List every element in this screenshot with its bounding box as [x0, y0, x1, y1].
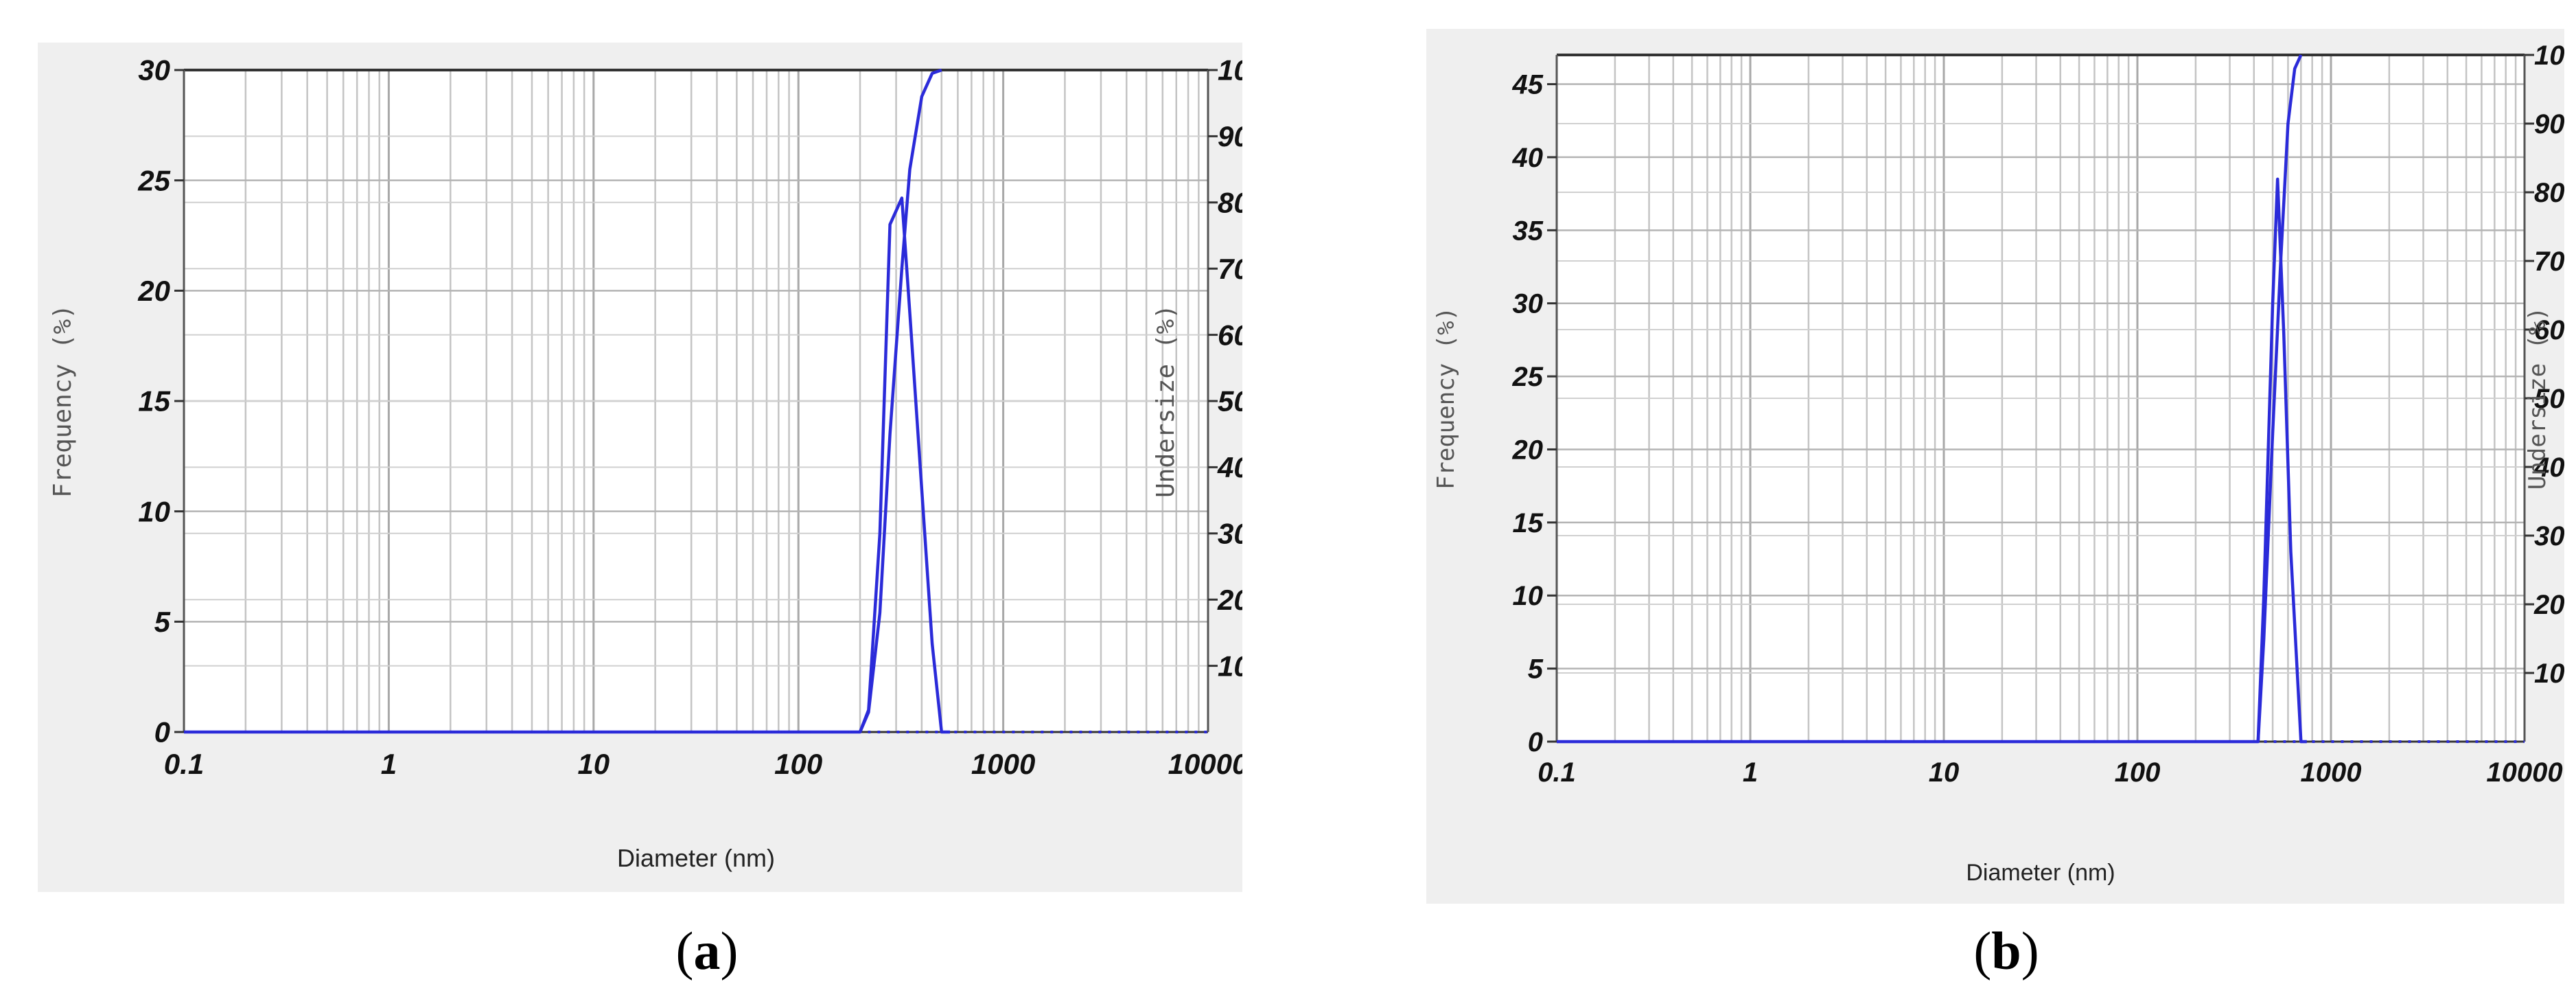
y-tick-label: 25 [1512, 362, 1544, 392]
y2-axis-label: Undersize (%) [1152, 304, 1180, 498]
y2-tick-label: 10 [2534, 659, 2564, 689]
x-tick-label: 0.1 [164, 748, 204, 780]
x-tick-label: 0.1 [1538, 757, 1576, 788]
y2-tick-label: 20 [1217, 584, 1242, 616]
y2-tick-label: 50 [2534, 384, 2564, 414]
y2-tick-label: 50 [1218, 385, 1242, 418]
y2-tick-label: 30 [1218, 518, 1242, 550]
y-tick-label: 30 [1513, 289, 1544, 319]
y-tick-label: 45 [1512, 70, 1544, 100]
y2-axis-label: Undersize (%) [2524, 307, 2551, 490]
caption-b-letter: b [1991, 921, 2021, 981]
y-tick-label: 15 [1513, 508, 1544, 538]
y-tick-label: 20 [1512, 435, 1544, 465]
y2-tick-label: 100 [1218, 54, 1242, 87]
x-tick-label: 100 [2115, 757, 2161, 788]
y-tick-label: 10 [1513, 581, 1544, 611]
frequency-curve [1557, 177, 2307, 744]
y2-tick-label: 10 [1218, 650, 1242, 682]
undersize-curve [2256, 54, 2303, 742]
caption-b: (b) [1973, 921, 2039, 981]
y2-tick-label: 60 [2534, 315, 2564, 345]
y-tick-label: 20 [137, 275, 170, 307]
grid [1555, 54, 2525, 743]
y2-tick-label: 90 [1218, 120, 1242, 152]
x-tick-label: 1000 [971, 748, 1035, 780]
x-tick-label: 10000 [1168, 748, 1242, 780]
y-tick-label: 30 [138, 54, 170, 87]
y2-tick-label: 60 [1218, 319, 1242, 351]
chart-panel-b: 0510152025303540451020304050607080901000… [1426, 29, 2564, 904]
y2-tick-label: 40 [2533, 453, 2564, 483]
y-tick-label: 15 [138, 385, 170, 418]
y-tick-label: 0 [1528, 727, 1543, 757]
x-axis-label: Diameter (nm) [617, 844, 775, 872]
chart-b: 0510152025303540451020304050607080901000… [1432, 41, 2564, 886]
x-tick-label: 1 [381, 748, 397, 780]
y2-tick-label: 70 [2534, 247, 2564, 277]
y2-tick-label: 40 [1217, 451, 1242, 483]
chart-a: 0 5 10 15 20 25 30 10 20 30 40 50 60 70 80 90 100 0.1 1 10 1… [49, 54, 1242, 872]
caption-a: (a) [675, 921, 739, 981]
y2-tick-label: 80 [1218, 187, 1242, 219]
y2-tick-label: 90 [2534, 109, 2564, 139]
x-tick-label: 10 [577, 748, 610, 780]
grid [183, 69, 1208, 733]
y-tick-label: 40 [1512, 143, 1544, 173]
x-tick-label: 1000 [2301, 757, 2362, 788]
chart-panel-a: 0 5 10 15 20 25 30 10 20 30 40 50 60 70 80 90 100 0.1 1 10 1… [38, 43, 1242, 892]
y2-tick-label: 70 [1218, 253, 1242, 285]
y-tick-label: 5 [1528, 654, 1544, 685]
y-axis-label: Frequency (%) [1432, 307, 1460, 490]
y-axis-label: Frequency (%) [49, 304, 77, 498]
y2-tick-label: 80 [2534, 178, 2564, 208]
x-tick-label: 100 [774, 748, 822, 780]
y-tick-label: 35 [1513, 216, 1544, 246]
y2-tick-label: 20 [2533, 590, 2564, 620]
y2-tick-label: 100 [2534, 41, 2564, 71]
y-tick-label: 10 [138, 495, 170, 527]
y-tick-label: 0 [154, 716, 170, 748]
y-tick-label: 25 [137, 164, 170, 196]
x-tick-label: 1 [1743, 757, 1758, 788]
undersize-curve [858, 68, 942, 733]
caption-a-letter: a [693, 921, 721, 981]
x-tick-label: 10000 [2486, 757, 2562, 788]
x-axis-label: Diameter (nm) [1966, 860, 2115, 886]
y2-tick-label: 30 [2534, 521, 2564, 551]
y-tick-label: 5 [154, 606, 171, 638]
x-tick-label: 10 [1929, 757, 1960, 788]
